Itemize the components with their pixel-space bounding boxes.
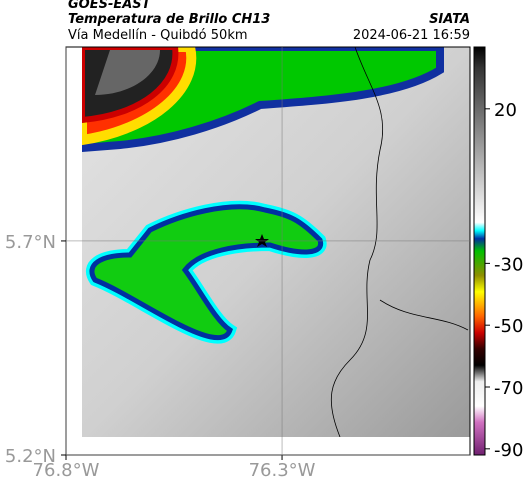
timestamp: 2024-06-21 16:59 — [353, 28, 470, 43]
colorbar-tick-label: -90 — [494, 440, 523, 461]
source: SIATA — [429, 12, 470, 27]
colorbar-tick-label: -30 — [494, 254, 523, 275]
colorbar — [473, 46, 486, 456]
subtitle: Temperatura de Brillo CH13 — [68, 12, 270, 27]
x-tick-label: 76.3°W — [249, 460, 316, 481]
x-tick-label: 76.8°W — [33, 460, 100, 481]
imagery — [82, 47, 470, 437]
colorbar-tick-label: -70 — [494, 378, 523, 399]
colorbar-tick-label: 20 — [494, 100, 517, 121]
colorbar-tick-label: -50 — [494, 316, 523, 337]
route: Vía Medellín - Quibdó 50km — [68, 28, 248, 43]
title: GOES-EAST — [68, 0, 152, 12]
y-tick-label: 5.7°N — [5, 232, 56, 253]
y-tick-label: 5.2°N — [5, 446, 56, 467]
